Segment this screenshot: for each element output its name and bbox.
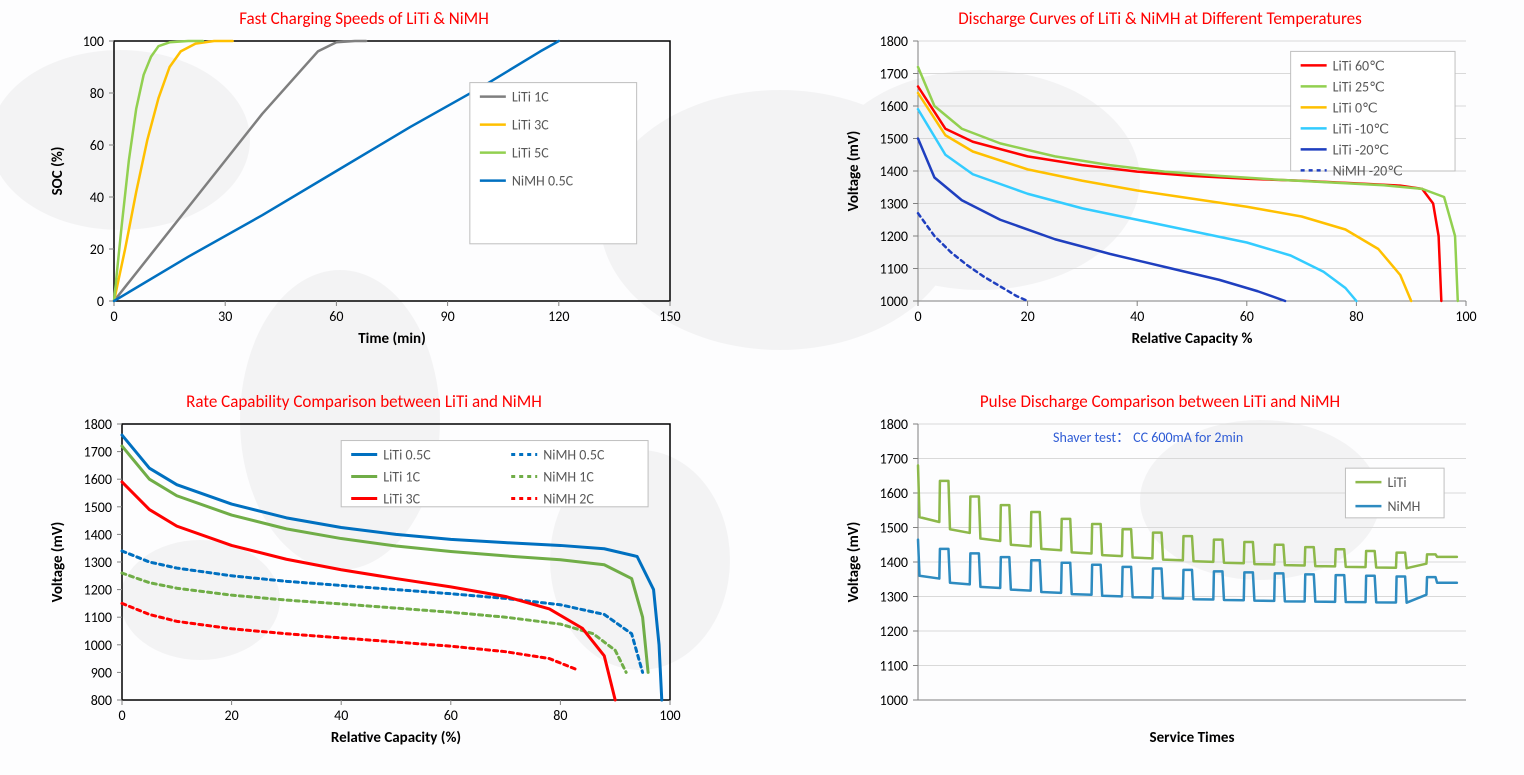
svg-text:1700: 1700	[84, 443, 112, 460]
chart-title: Fast Charging Speeds of LiTi & NiMH	[239, 8, 489, 29]
chart-title: Pulse Discharge Comparison between LiTi …	[980, 391, 1340, 412]
svg-text:1400: 1400	[880, 554, 908, 571]
svg-text:1600: 1600	[880, 98, 908, 115]
svg-text:100: 100	[659, 707, 680, 724]
svg-text:60: 60	[1240, 308, 1254, 325]
svg-text:LiTi 3C: LiTi 3C	[383, 490, 420, 507]
svg-text:100: 100	[83, 33, 104, 50]
svg-text:1000: 1000	[84, 636, 112, 653]
discharge-temp-chart: 0 20 40 60 80 100 1000 1100 1200 1300 1400 1500 1600…	[840, 33, 1480, 353]
svg-text:NiMH 0.5C: NiMH 0.5C	[512, 173, 574, 190]
svg-text:1700: 1700	[880, 66, 908, 83]
panel-fast-charge: Fast Charging Speeds of LiTi & NiMH 0 30 6…	[16, 6, 712, 383]
svg-text:120: 120	[548, 308, 569, 325]
svg-text:1000: 1000	[880, 692, 908, 709]
svg-text:0: 0	[914, 308, 921, 325]
svg-text:1400: 1400	[880, 163, 908, 180]
svg-text:0: 0	[118, 707, 125, 724]
svg-text:1800: 1800	[84, 416, 112, 433]
svg-text:80: 80	[553, 707, 567, 724]
panel-rate-cap: Rate Capability Comparison between LiTi …	[16, 389, 712, 766]
svg-text:1000: 1000	[880, 293, 908, 310]
svg-text:40: 40	[334, 707, 348, 724]
svg-text:LiTi 3C: LiTi 3C	[512, 117, 549, 134]
svg-text:60: 60	[444, 707, 458, 724]
svg-text:1200: 1200	[880, 623, 908, 640]
fast-charge-chart: 0 30 60 90 120 150 0 20 40 60 80 100 Time (min) SOC (…	[44, 33, 684, 353]
pulse-chart: 1000 1100 1200 1300 1400 1500 1600 1700 1800 Serv…	[840, 416, 1480, 756]
svg-text:Service Times: Service Times	[1150, 729, 1235, 747]
svg-text:1500: 1500	[880, 131, 908, 148]
svg-text:150: 150	[659, 308, 680, 325]
svg-text:1700: 1700	[880, 450, 908, 467]
panel-discharge-temp: Discharge Curves of LiTi & NiMH at Diffe…	[812, 6, 1508, 383]
svg-text:20: 20	[224, 707, 238, 724]
svg-text:Relative Capacity (%): Relative Capacity (%)	[331, 729, 461, 747]
svg-text:800: 800	[91, 692, 112, 709]
svg-text:NiMH 1C: NiMH 1C	[543, 468, 594, 485]
svg-text:LiTi 0℃: LiTi 0℃	[1333, 99, 1378, 116]
chart-title: Rate Capability Comparison between LiTi …	[186, 391, 542, 412]
svg-text:NiMH: NiMH	[1387, 498, 1420, 515]
svg-text:0: 0	[97, 293, 104, 310]
svg-text:1100: 1100	[880, 261, 908, 278]
svg-text:1500: 1500	[880, 519, 908, 536]
svg-text:20: 20	[90, 241, 104, 258]
svg-text:1600: 1600	[84, 471, 112, 488]
svg-text:LiTi 25℃: LiTi 25℃	[1333, 78, 1385, 95]
svg-text:NiMH 2C: NiMH 2C	[543, 490, 594, 507]
svg-text:1400: 1400	[84, 526, 112, 543]
svg-text:60: 60	[329, 308, 343, 325]
svg-text:20: 20	[1020, 308, 1034, 325]
svg-text:Voltage (mV): Voltage (mV)	[845, 131, 863, 212]
svg-text:Time (min): Time (min)	[358, 330, 426, 348]
svg-text:30: 30	[218, 308, 232, 325]
svg-text:90: 90	[440, 308, 454, 325]
svg-text:NiMH 0.5C: NiMH 0.5C	[543, 446, 605, 463]
chart-title: Discharge Curves of LiTi & NiMH at Diffe…	[958, 8, 1362, 29]
svg-text:LiTi 1C: LiTi 1C	[512, 89, 549, 106]
svg-text:1500: 1500	[84, 498, 112, 515]
svg-text:40: 40	[90, 189, 104, 206]
svg-text:Voltage (mV): Voltage (mV)	[845, 521, 863, 602]
svg-text:1300: 1300	[880, 196, 908, 213]
svg-text:100: 100	[1455, 308, 1476, 325]
charts-grid: Fast Charging Speeds of LiTi & NiMH 0 30 6…	[0, 0, 1524, 775]
svg-text:Voltage (mV): Voltage (mV)	[49, 521, 67, 602]
svg-text:1200: 1200	[84, 581, 112, 598]
svg-text:80: 80	[1349, 308, 1363, 325]
svg-text:SOC (%): SOC (%)	[49, 147, 67, 196]
svg-text:1800: 1800	[880, 416, 908, 433]
svg-text:NiMH -20℃: NiMH -20℃	[1333, 162, 1403, 179]
svg-text:900: 900	[91, 664, 112, 681]
svg-text:1200: 1200	[880, 228, 908, 245]
svg-text:40: 40	[1130, 308, 1144, 325]
svg-text:1300: 1300	[880, 588, 908, 605]
svg-text:Shaver test： CC 600mA for 2m: Shaver test： CC 600mA for 2min	[1053, 429, 1243, 446]
svg-text:1100: 1100	[84, 609, 112, 626]
svg-text:0: 0	[110, 308, 117, 325]
svg-text:1800: 1800	[880, 33, 908, 50]
rate-cap-chart: 0 20 40 60 80 100 800 900 1000 1100 1200 1300 1400 15…	[44, 416, 684, 756]
svg-text:LiTi -20℃: LiTi -20℃	[1333, 141, 1390, 158]
svg-text:LiTi: LiTi	[1387, 474, 1406, 491]
svg-text:1300: 1300	[84, 554, 112, 571]
svg-text:60: 60	[90, 137, 104, 154]
svg-text:1600: 1600	[880, 485, 908, 502]
svg-text:LiTi 1C: LiTi 1C	[383, 468, 420, 485]
svg-text:LiTi 0.5C: LiTi 0.5C	[383, 446, 431, 463]
svg-text:Relative Capacity %: Relative Capacity %	[1132, 330, 1253, 348]
svg-text:80: 80	[90, 85, 104, 102]
panel-pulse: Pulse Discharge Comparison between LiTi …	[812, 389, 1508, 766]
svg-text:LiTi 60℃: LiTi 60℃	[1333, 57, 1385, 74]
svg-text:LiTi -10℃: LiTi -10℃	[1333, 120, 1390, 137]
svg-text:LiTi 5C: LiTi 5C	[512, 145, 549, 162]
svg-text:1100: 1100	[880, 657, 908, 674]
